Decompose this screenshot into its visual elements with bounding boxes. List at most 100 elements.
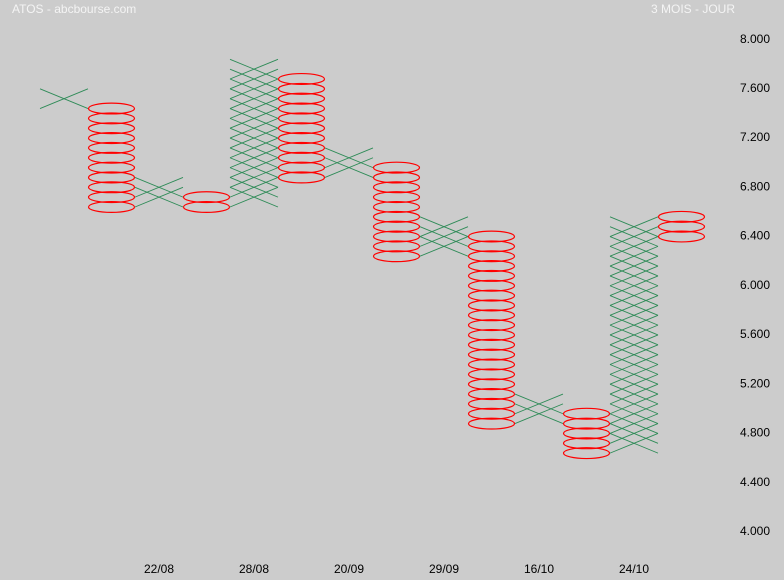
x-stroke [609,344,659,365]
o-mark [467,309,516,322]
o-mark [467,279,516,292]
o-mark [277,112,326,125]
x-stroke [39,88,89,109]
x-stroke [609,354,659,375]
o-mark [467,230,516,243]
x-stroke [229,186,279,208]
x-stroke [609,295,659,316]
x-stroke [609,265,659,287]
o-mark [182,191,231,204]
x-stroke [419,236,469,257]
x-stroke [229,98,279,119]
o-mark [277,141,326,154]
o-mark [277,132,326,145]
o-mark [372,181,421,194]
x-stroke [514,403,564,425]
y-tick-label: 5.200 [740,376,770,390]
o-mark [467,250,516,263]
x-stroke [134,177,184,198]
o-mark [467,269,516,282]
o-mark [467,397,516,410]
o-mark [87,171,136,184]
o-column [87,102,136,214]
o-mark [467,289,516,302]
x-stroke [609,236,659,257]
o-mark [372,250,421,263]
x-stroke [609,433,659,454]
o-mark [277,102,326,115]
x-stroke [324,157,374,178]
o-mark [87,102,136,115]
x-stroke [229,58,279,80]
o-mark [467,240,516,253]
y-tick-label: 7.600 [740,81,770,95]
o-mark [372,220,421,233]
x-stroke [229,147,279,169]
x-tick-label: 28/08 [239,562,269,576]
o-mark [562,417,611,430]
o-mark [277,122,326,135]
x-column [514,393,564,425]
x-tick-label: 29/09 [429,562,459,576]
x-tick-label: 22/08 [144,562,174,576]
o-column [182,191,231,214]
x-stroke [609,245,659,267]
o-column [467,230,516,430]
y-tick-label: 6.000 [740,278,770,292]
o-mark [372,230,421,243]
o-mark [467,260,516,273]
o-column [277,72,326,184]
x-stroke [609,364,659,385]
y-tick-label: 4.400 [740,475,770,489]
x-stroke [609,255,659,277]
x-stroke [229,127,279,149]
x-column [419,216,469,257]
o-mark [657,210,706,223]
y-tick-label: 4.800 [740,426,770,440]
o-mark [87,161,136,174]
x-stroke [609,226,659,247]
x-stroke [609,373,659,395]
o-mark [467,368,516,381]
o-mark [467,328,516,341]
x-stroke [609,314,659,336]
y-tick-label: 7.200 [740,130,770,144]
o-mark [87,132,136,145]
o-mark [562,407,611,420]
o-mark [277,92,326,105]
x-column [609,216,659,454]
x-stroke [419,226,469,247]
x-stroke [229,177,279,198]
x-tick-label: 16/10 [524,562,554,576]
x-stroke [609,216,659,237]
y-tick-label: 5.600 [740,327,770,341]
o-mark [657,220,706,233]
o-column [562,407,611,460]
o-mark [467,388,516,401]
o-mark [277,171,326,184]
chart-subtitle: 3 MOIS - JOUR [651,2,735,16]
o-mark [467,319,516,332]
o-mark [87,181,136,194]
x-stroke [229,167,279,188]
o-column [372,161,421,263]
x-column [39,88,89,109]
o-mark [277,151,326,164]
x-stroke [609,305,659,326]
o-mark [182,200,231,214]
x-stroke [134,186,184,208]
x-stroke [229,157,279,178]
o-mark [467,407,516,420]
y-tick-label: 6.800 [740,179,770,193]
o-mark [87,151,136,164]
o-mark [467,348,516,361]
o-mark [277,82,326,95]
x-stroke [609,413,659,434]
x-column [229,58,279,208]
o-mark [467,299,516,312]
o-mark [372,191,421,204]
x-stroke [609,393,659,415]
o-mark [87,191,136,204]
o-column [657,210,706,243]
x-stroke [419,216,469,237]
